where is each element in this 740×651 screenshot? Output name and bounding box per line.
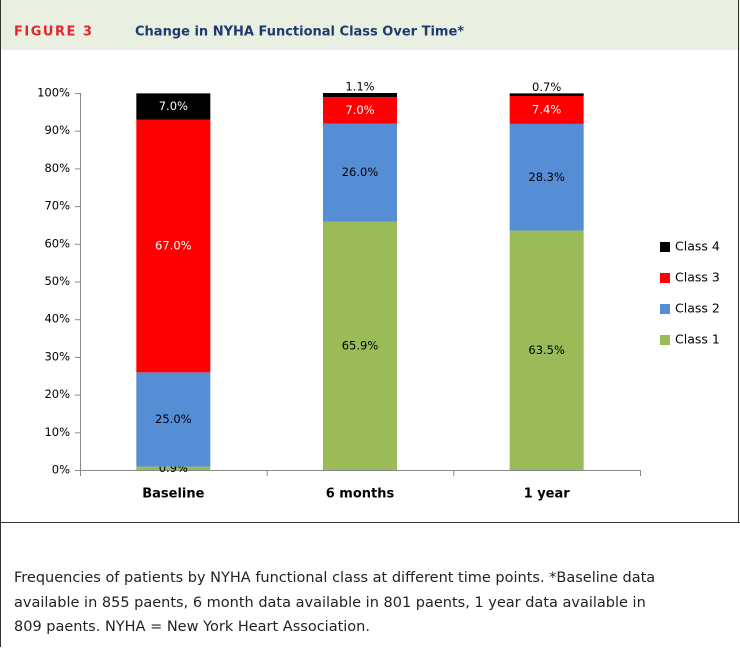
- bar-segment: [323, 97, 397, 124]
- y-tick-label: 100%: [37, 86, 70, 100]
- x-tick-label: 6 months: [326, 487, 395, 502]
- caption-line: 809 paents. NYHA = New York Heart Associ…: [14, 619, 370, 635]
- value-label: 26.0%: [342, 165, 379, 179]
- legend-label: Class 2: [675, 301, 720, 316]
- bar-segment: [323, 93, 397, 98]
- value-label: 63.5%: [528, 343, 565, 357]
- chart-title: Change in NYHA Functional Class Over Tim…: [135, 25, 464, 40]
- y-tick-label: 50%: [44, 274, 70, 288]
- bar-segment: [509, 93, 584, 97]
- bar-segment: [136, 372, 211, 467]
- value-label: 7.0%: [345, 103, 374, 117]
- bar-segment: [323, 221, 397, 470]
- y-tick-label: 90%: [44, 123, 70, 137]
- legend-label: Class 4: [675, 239, 720, 254]
- y-tick-label: 70%: [44, 199, 70, 213]
- y-tick-label: 20%: [44, 387, 70, 401]
- y-tick-label: 40%: [44, 312, 70, 326]
- value-label: 7.0%: [159, 99, 188, 113]
- y-tick-label: 80%: [44, 161, 70, 175]
- value-label: 0.7%: [532, 80, 561, 94]
- y-tick-label: 30%: [44, 349, 70, 363]
- value-label: 67.0%: [155, 239, 192, 253]
- value-label: 28.3%: [528, 170, 565, 184]
- legend-label: Class 1: [675, 332, 720, 347]
- x-tick-label: 1 year: [524, 487, 571, 502]
- bar-segment: [509, 230, 584, 470]
- bar-segment: [509, 123, 584, 231]
- caption-line: Frequencies of patients by NYHA function…: [14, 570, 655, 586]
- legend-swatch: [660, 242, 670, 252]
- y-tick-label: 10%: [44, 425, 70, 439]
- value-label: 65.9%: [342, 338, 379, 352]
- legend-swatch: [660, 304, 670, 314]
- figure-label: FIGURE 3: [14, 25, 93, 40]
- legend-label: Class 3: [675, 270, 720, 285]
- y-tick-label: 60%: [44, 236, 70, 250]
- value-label: 1.1%: [345, 80, 374, 94]
- bar-segment: [136, 119, 211, 373]
- value-label: 7.4%: [532, 102, 561, 116]
- legend-swatch: [660, 273, 670, 283]
- y-tick-label: 0%: [52, 463, 70, 477]
- bar-segment: [509, 96, 584, 124]
- x-tick-label: Baseline: [142, 487, 204, 502]
- caption-line: available in 855 paents, 6 month data av…: [14, 595, 646, 611]
- bar-segment: [136, 93, 211, 120]
- header-band: [0, 0, 740, 50]
- legend-swatch: [660, 335, 670, 345]
- bar-segment: [323, 123, 397, 222]
- value-label: 25.0%: [155, 412, 192, 426]
- bar-segment: [136, 466, 211, 470]
